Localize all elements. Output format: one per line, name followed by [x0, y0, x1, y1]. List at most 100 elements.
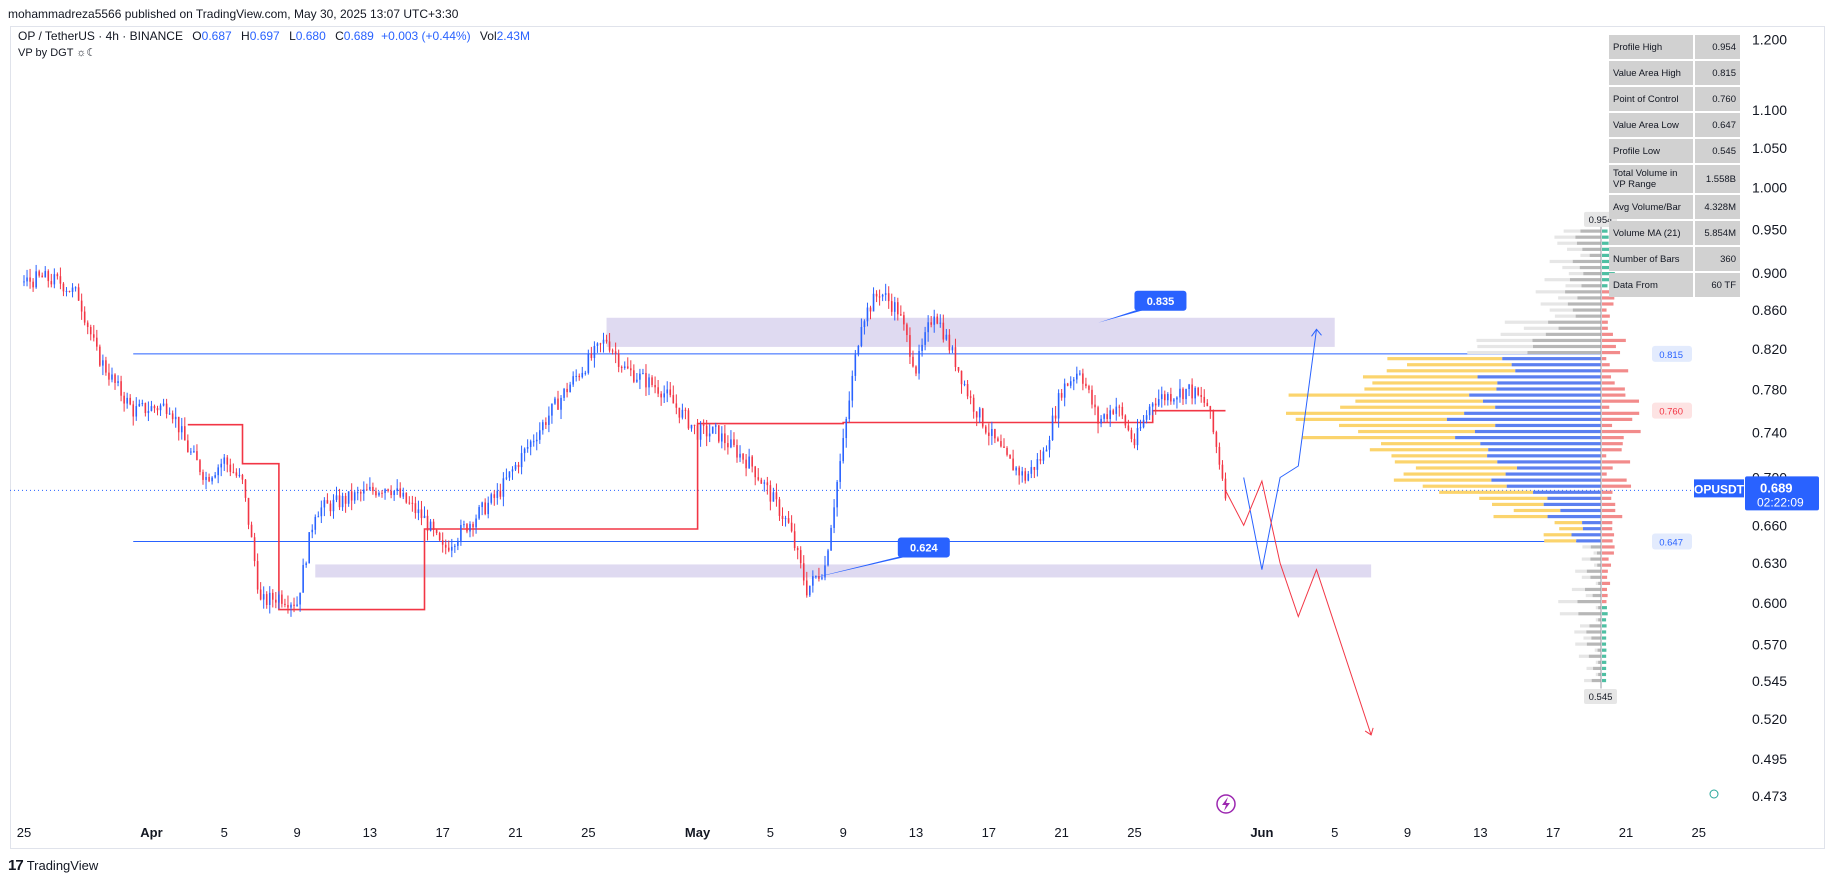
sun-moon-icon [1709, 789, 1719, 799]
vp-delta-bar [1602, 381, 1615, 385]
candle-body [1045, 449, 1048, 452]
vp-bar-sell [1288, 393, 1470, 397]
candle-body [724, 433, 726, 444]
candle-body [41, 275, 44, 278]
vp-bar-buy [1569, 278, 1601, 282]
vp-bar-sell [1477, 344, 1533, 349]
candle-body [1021, 471, 1024, 476]
vp-bar-sell [1581, 557, 1591, 561]
candle-body [742, 453, 744, 460]
vp-bar-buy [1464, 411, 1601, 415]
candle-body [1148, 406, 1151, 416]
candle-body [714, 425, 717, 427]
candle-body [921, 344, 923, 352]
candle-body [126, 397, 128, 404]
vp-bar-buy [1589, 624, 1601, 628]
candle-body [1030, 467, 1033, 474]
vp-delta-bar [1602, 514, 1623, 519]
vp-bar-sell [1582, 545, 1591, 549]
profile-high-tag: 0.954 [1589, 215, 1613, 226]
profile-tag-1: 0.760 [1659, 407, 1683, 418]
candle-body [1173, 399, 1175, 402]
open-value: 0.687 [201, 29, 232, 43]
candle-body [472, 523, 474, 528]
callout-lower-zone-label[interactable]: 0.624 [910, 542, 938, 554]
vp-bar-sell [1578, 654, 1589, 658]
vp-delta-bar [1602, 569, 1608, 573]
candle-body [96, 337, 98, 347]
candle-body [748, 456, 750, 469]
vp-delta-bar [1602, 338, 1626, 343]
candle-body [344, 495, 347, 504]
vp-delta-bar [1602, 636, 1607, 640]
vp-bar-buy [1487, 454, 1601, 458]
candle-body [1215, 432, 1218, 447]
lightning-icon[interactable] [1216, 794, 1236, 814]
candle-body [596, 343, 599, 346]
callout-lower-zone-box[interactable] [897, 537, 950, 558]
candle-body [405, 492, 408, 503]
vp-bar-buy [1597, 648, 1601, 652]
candle-body [147, 410, 150, 414]
vp-delta-bar [1602, 648, 1607, 652]
candle-body [438, 533, 441, 541]
tradingview-wordmark: TradingView [26, 858, 99, 873]
callout-upper-zone-label[interactable]: 0.835 [1147, 296, 1175, 308]
vp-stats-value: 0.815 [1695, 61, 1740, 85]
candle-body [402, 492, 405, 497]
candle-body [265, 594, 268, 605]
candle-body [754, 466, 757, 478]
candle-body [426, 515, 429, 531]
vp-delta-bar [1602, 229, 1608, 233]
candle-body [511, 469, 514, 472]
candle-body [493, 494, 496, 498]
vp-bar-sell [1595, 606, 1599, 610]
candle-body [1085, 383, 1087, 387]
candle-body [605, 339, 608, 342]
current-price-tag-bg [1745, 476, 1819, 511]
time-tick-label: Apr [140, 825, 162, 840]
candle-body [909, 335, 911, 357]
time-tick-label: 9 [840, 825, 847, 840]
candle-body [733, 439, 735, 446]
vp-bar-sell [1422, 484, 1507, 488]
vp-bar-buy [1586, 630, 1601, 634]
price-tick-label: 0.900 [1752, 265, 1787, 281]
candle-body [802, 563, 805, 581]
indicator-legend[interactable]: VP by DGT ☼☾ [18, 45, 96, 59]
candle-body [190, 451, 192, 453]
vp-bar-sell [1493, 514, 1548, 519]
candle-body [599, 343, 602, 345]
candle-body [372, 486, 374, 492]
candle-body [1133, 438, 1136, 446]
vp-delta-bar [1602, 478, 1627, 482]
candle-body [278, 594, 280, 603]
time-tick-label: 17 [982, 825, 996, 840]
candle-body [202, 472, 204, 480]
vp-bar-buy [1547, 496, 1601, 500]
candle-body [912, 356, 914, 367]
time-tick-label: 5 [1331, 825, 1338, 840]
vp-delta-bar [1602, 235, 1609, 239]
candle-body [1209, 406, 1212, 411]
candle-body [994, 429, 996, 439]
vp-delta-bar [1602, 460, 1631, 464]
candle-body [375, 491, 377, 496]
candle-body [957, 367, 960, 371]
symbol-label[interactable]: OP / TetherUS · 4h · BINANCE [18, 29, 183, 43]
vp-bar-sell [1575, 569, 1587, 573]
vp-delta-bar [1602, 502, 1616, 507]
vp-stats-row: Point of Control 0.760 [1609, 87, 1740, 111]
time-tick-label: 5 [767, 825, 774, 840]
candle-body [933, 316, 936, 325]
indicator-name[interactable]: VP by DGT ☼☾ [18, 47, 97, 59]
candle-body [563, 388, 565, 398]
vp-bar-sell [1387, 357, 1503, 361]
vp-bar-sell [1585, 593, 1593, 598]
candle-body [893, 302, 896, 312]
candle-body [384, 489, 386, 494]
callout-upper-zone-box[interactable] [1134, 290, 1187, 311]
vp-delta-bar [1602, 672, 1607, 677]
candle-body [205, 476, 207, 480]
